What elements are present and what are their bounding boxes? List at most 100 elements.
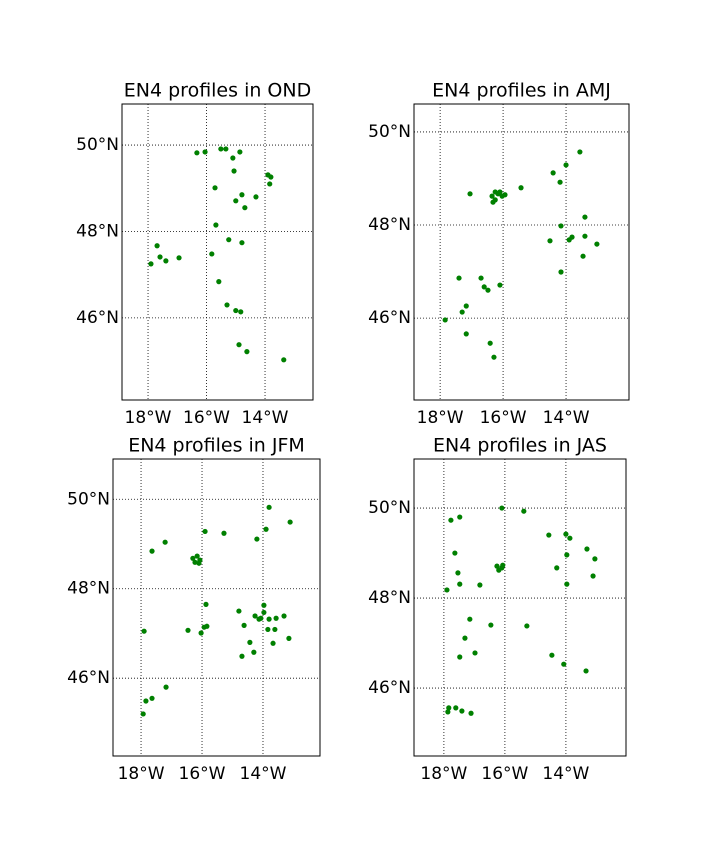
profile-point bbox=[481, 284, 487, 290]
profile-point bbox=[463, 331, 469, 337]
profile-point bbox=[236, 342, 242, 348]
profile-point bbox=[580, 253, 586, 259]
profile-point bbox=[564, 581, 570, 587]
profile-point bbox=[141, 628, 147, 634]
chart-title: EN4 profiles in AMJ bbox=[432, 80, 611, 102]
profile-point bbox=[549, 652, 555, 658]
profile-point bbox=[194, 553, 200, 559]
x-tick-label: 16°W bbox=[183, 408, 230, 428]
profile-point bbox=[190, 555, 196, 561]
y-tick-label: 48°N bbox=[368, 215, 411, 235]
profile-point bbox=[563, 162, 569, 168]
profile-point bbox=[594, 241, 600, 247]
profile-point bbox=[185, 627, 191, 633]
profile-point bbox=[489, 193, 495, 199]
profile-point bbox=[477, 582, 483, 588]
profile-point bbox=[201, 624, 207, 630]
profile-point bbox=[547, 238, 553, 244]
chart-title: EN4 profiles in JFM bbox=[128, 435, 305, 457]
axes-frame bbox=[121, 103, 314, 401]
y-tick-label: 48°N bbox=[67, 579, 110, 599]
profile-point bbox=[582, 233, 588, 239]
profile-point bbox=[273, 615, 279, 621]
x-tick-label: 18°W bbox=[417, 408, 464, 428]
y-tick-label: 46°N bbox=[76, 308, 119, 328]
profile-point bbox=[176, 255, 182, 261]
chart-title: EN4 profiles in OND bbox=[124, 80, 311, 102]
profile-point bbox=[266, 504, 272, 510]
x-tick-label: 14°W bbox=[542, 764, 589, 784]
profile-point bbox=[209, 251, 215, 257]
profile-point bbox=[472, 650, 478, 656]
profile-point bbox=[558, 269, 564, 275]
profile-point bbox=[261, 609, 267, 616]
profile-point bbox=[268, 174, 274, 180]
profile-point bbox=[478, 275, 484, 281]
profile-point bbox=[456, 275, 462, 281]
profile-point bbox=[226, 237, 232, 243]
profile-point bbox=[239, 240, 245, 246]
profile-point bbox=[236, 608, 242, 614]
profile-point bbox=[496, 567, 502, 573]
profile-point bbox=[162, 539, 168, 545]
profile-point bbox=[442, 317, 448, 323]
profile-point bbox=[499, 505, 505, 511]
profile-point bbox=[143, 698, 149, 704]
profile-point bbox=[216, 279, 222, 285]
y-tick-label: 46°N bbox=[368, 308, 411, 328]
profile-point bbox=[239, 192, 245, 198]
axes-frame bbox=[413, 458, 627, 757]
y-tick-label: 50°N bbox=[368, 122, 411, 142]
profile-point bbox=[550, 170, 556, 176]
profile-point bbox=[263, 526, 269, 532]
y-tick-label: 48°N bbox=[76, 221, 119, 241]
profile-point bbox=[583, 668, 589, 674]
profile-point bbox=[457, 581, 463, 587]
x-tick-label: 18°W bbox=[125, 408, 172, 428]
profile-point bbox=[148, 261, 154, 267]
profile-point bbox=[241, 622, 247, 628]
profile-point bbox=[202, 528, 208, 535]
profile-point bbox=[239, 653, 245, 659]
profile-point bbox=[221, 530, 227, 536]
profile-point bbox=[163, 258, 169, 264]
profile-point bbox=[233, 307, 239, 314]
profile-point bbox=[488, 622, 494, 628]
profile-point bbox=[561, 661, 567, 667]
profile-point bbox=[500, 562, 506, 568]
profile-point bbox=[202, 149, 208, 155]
x-tick-label: 16°W bbox=[481, 764, 528, 784]
profile-point bbox=[518, 185, 524, 191]
profile-point bbox=[242, 205, 248, 211]
profile-point bbox=[497, 282, 503, 288]
profile-point bbox=[194, 150, 200, 156]
profile-point bbox=[254, 536, 260, 542]
profile-point bbox=[253, 194, 259, 200]
profile-point bbox=[563, 531, 569, 537]
profile-point bbox=[453, 705, 459, 711]
profile-point bbox=[281, 613, 287, 619]
profile-point bbox=[592, 556, 598, 562]
profile-point bbox=[467, 616, 473, 622]
profile-point bbox=[287, 519, 293, 525]
profile-point bbox=[244, 349, 250, 355]
profile-point bbox=[452, 550, 458, 556]
profile-point bbox=[459, 309, 465, 315]
profile-point bbox=[554, 565, 560, 571]
profile-point bbox=[577, 149, 583, 155]
profile-point bbox=[445, 709, 451, 715]
x-tick-label: 14°W bbox=[242, 408, 289, 428]
profile-point bbox=[590, 573, 596, 579]
profile-point bbox=[557, 179, 563, 185]
profile-point bbox=[494, 563, 500, 569]
profile-point bbox=[163, 684, 169, 690]
profile-point bbox=[497, 189, 503, 195]
profile-point bbox=[467, 191, 473, 197]
profile-point bbox=[196, 560, 202, 566]
profile-point bbox=[448, 517, 454, 523]
profile-point bbox=[468, 710, 474, 716]
profile-point bbox=[233, 198, 239, 204]
profile-point bbox=[582, 214, 588, 220]
profile-point bbox=[446, 705, 452, 711]
